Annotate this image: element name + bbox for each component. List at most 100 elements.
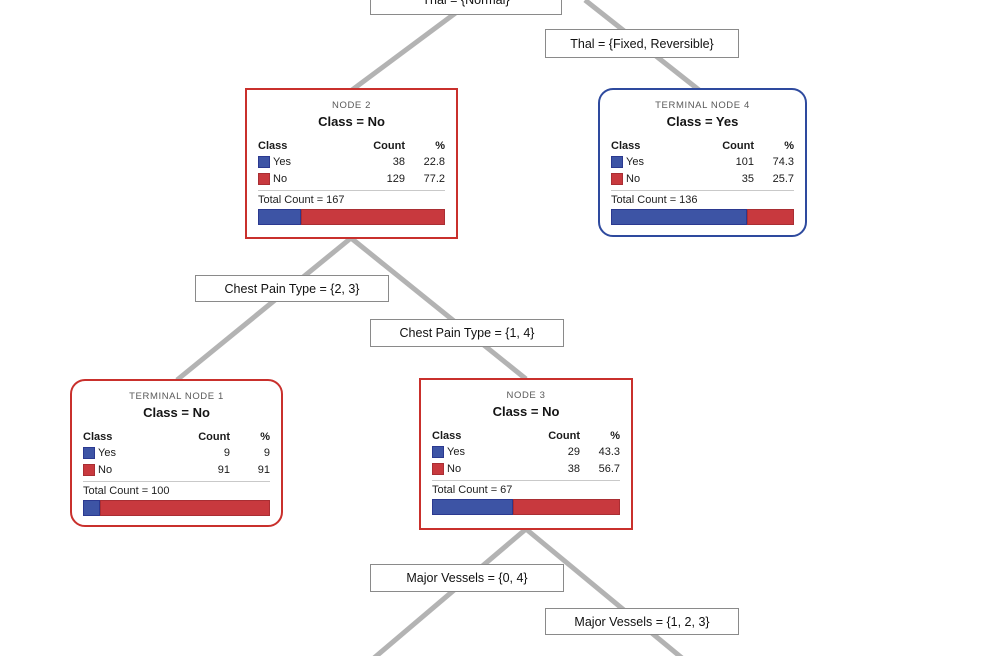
table-row-no: No 91 91 <box>83 461 270 478</box>
node-title: NODE 3 <box>506 390 546 401</box>
node-class-label: Class = No <box>318 114 385 129</box>
row-pct: 56.7 <box>598 462 620 475</box>
header-class: Class <box>83 430 113 443</box>
row-count: 35 <box>741 172 754 185</box>
edge-label-text: Thal = {Fixed, Reversible} <box>570 36 714 51</box>
class-stats-table: Class Count % Yes 9 9 No 91 91 <box>83 429 270 478</box>
bar-segment-no <box>746 209 794 225</box>
table-row-yes: Yes 38 22.8 <box>258 153 445 170</box>
row-pct: 43.3 <box>598 445 620 458</box>
terminal-node-1-box[interactable]: TERMINAL NODE 1 Class = No Class Count %… <box>70 379 283 527</box>
table-row-no: No 129 77.2 <box>258 170 445 187</box>
tree-edge <box>372 527 528 656</box>
no-class-swatch <box>611 172 623 185</box>
header-pct: % <box>435 139 445 152</box>
table-row-no: No 38 56.7 <box>432 460 620 477</box>
row-pct: 91 <box>257 463 270 476</box>
node-3-box[interactable]: NODE 3 Class = No Class Count % Yes 29 4… <box>419 378 633 530</box>
row-count: 91 <box>217 463 230 476</box>
bar-segment-no <box>99 500 270 516</box>
row-label: Yes <box>273 155 291 168</box>
edge-label-thal-fixed-reversible: Thal = {Fixed, Reversible} <box>545 29 739 58</box>
bar-segment-yes <box>258 209 301 225</box>
bar-segment-yes <box>83 500 100 516</box>
row-count: 38 <box>567 462 580 475</box>
row-pct: 77.2 <box>423 172 445 185</box>
total-count-label: Total Count = 100 <box>83 485 170 497</box>
table-header-row: Class Count % <box>258 138 445 153</box>
class-distribution-bar <box>83 500 270 516</box>
divider <box>258 190 445 191</box>
node-title: TERMINAL NODE 1 <box>129 391 224 402</box>
bar-segment-yes <box>432 499 514 515</box>
table-header-row: Class Count % <box>611 138 794 153</box>
tree-edge <box>350 0 475 93</box>
edge-label-text: Thal = {Normal} <box>422 0 510 7</box>
header-count: Count <box>722 139 754 152</box>
header-pct: % <box>784 139 794 152</box>
tree-edge <box>175 236 353 382</box>
class-stats-table: Class Count % Yes 29 43.3 No 38 56.7 <box>432 428 620 477</box>
yes-class-swatch <box>611 155 623 168</box>
class-stats-table: Class Count % Yes 38 22.8 No 129 77.2 <box>258 138 445 187</box>
table-header-row: Class Count % <box>432 428 620 443</box>
node-class-label: Class = No <box>492 404 560 419</box>
header-class: Class <box>611 139 641 152</box>
divider <box>83 481 270 482</box>
no-class-swatch <box>83 463 95 476</box>
edge-label-text: Major Vessels = {0, 4} <box>406 571 528 585</box>
header-count: Count <box>548 429 580 442</box>
edge-label-text: Chest Pain Type = {2, 3} <box>224 281 360 296</box>
bar-segment-no <box>300 209 445 225</box>
node-class-label: Class = Yes <box>666 114 739 129</box>
table-row-yes: Yes 29 43.3 <box>432 443 620 460</box>
tree-edge <box>349 236 528 381</box>
edge-label-text: Major Vessels = {1, 2, 3} <box>574 614 710 629</box>
table-row-yes: Yes 101 74.3 <box>611 153 794 170</box>
tree-edge <box>524 527 684 656</box>
node-title: TERMINAL NODE 4 <box>655 100 750 111</box>
row-label: Yes <box>98 446 116 459</box>
class-stats-table: Class Count % Yes 101 74.3 No 35 25.7 <box>611 138 794 187</box>
header-count: Count <box>373 139 405 152</box>
table-header-row: Class Count % <box>83 429 270 444</box>
node-2-box[interactable]: NODE 2 Class = No Class Count % Yes 38 2… <box>245 88 458 239</box>
total-count-label: Total Count = 67 <box>432 484 513 496</box>
class-distribution-bar <box>432 499 620 515</box>
yes-class-swatch <box>83 446 95 459</box>
edge-label-text: Chest Pain Type = {1, 4} <box>399 326 535 340</box>
row-label: No <box>626 172 641 185</box>
class-distribution-bar <box>258 209 445 225</box>
header-class: Class <box>432 429 462 442</box>
header-pct: % <box>260 430 270 443</box>
yes-class-swatch <box>432 445 444 458</box>
table-row-yes: Yes 9 9 <box>83 444 270 461</box>
row-pct: 22.8 <box>423 155 445 168</box>
node-class-label: Class = No <box>143 405 210 420</box>
no-class-swatch <box>258 172 270 185</box>
divider <box>432 480 620 481</box>
bar-segment-no <box>513 499 620 515</box>
header-count: Count <box>198 430 230 443</box>
class-distribution-bar <box>611 209 794 225</box>
row-label: No <box>273 172 288 185</box>
header-pct: % <box>610 429 620 442</box>
edge-label-major-vessels-0-4: Major Vessels = {0, 4} <box>370 564 564 592</box>
bar-segment-yes <box>611 209 747 225</box>
row-pct: 74.3 <box>772 155 794 168</box>
edge-label-chest-pain-2-3: Chest Pain Type = {2, 3} <box>195 275 389 302</box>
terminal-node-4-box[interactable]: TERMINAL NODE 4 Class = Yes Class Count … <box>598 88 807 237</box>
row-count: 9 <box>223 446 230 459</box>
edge-label-thal-normal: Thal = {Normal} <box>370 0 562 15</box>
edge-label-chest-pain-1-4: Chest Pain Type = {1, 4} <box>370 319 564 347</box>
edge-label-major-vessels-1-2-3: Major Vessels = {1, 2, 3} <box>545 608 739 635</box>
row-count: 29 <box>567 445 580 458</box>
row-pct: 9 <box>263 446 270 459</box>
row-count: 129 <box>386 172 405 185</box>
row-label: No <box>447 462 462 475</box>
table-row-no: No 35 25.7 <box>611 170 794 187</box>
total-count-label: Total Count = 136 <box>611 194 698 206</box>
divider <box>611 190 794 191</box>
